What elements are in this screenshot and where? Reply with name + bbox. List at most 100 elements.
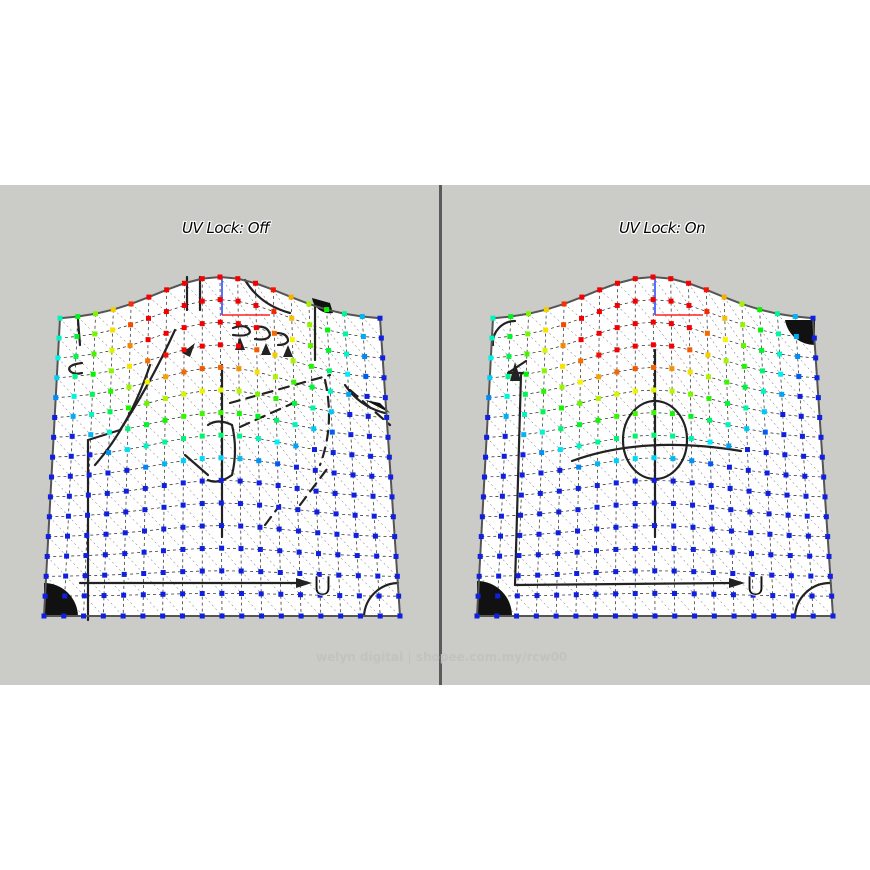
mesh-vertex: [830, 613, 836, 619]
mesh-vertex: [652, 590, 658, 596]
texture-arrowhead: [296, 578, 312, 588]
mesh-vertex: [488, 355, 494, 361]
mesh-vertex: [362, 353, 368, 359]
mesh-vertex: [271, 309, 277, 315]
mesh-vertex: [522, 412, 528, 418]
mesh-diagonal: [506, 396, 525, 415]
mesh-vertex: [668, 321, 674, 327]
mesh-diagonal: [528, 313, 546, 331]
mesh-vertex: [334, 531, 340, 537]
mesh-vertex: [143, 443, 149, 449]
mesh-vertex: [669, 343, 675, 349]
mesh-diagonal: [71, 456, 90, 476]
mesh-vertex: [307, 343, 313, 349]
mesh-vertex: [498, 513, 504, 519]
mesh-diagonal: [542, 431, 561, 450]
mesh-vertex: [555, 551, 561, 557]
mesh-vertex: [311, 447, 317, 453]
mesh-vertex: [613, 458, 619, 464]
mesh-vertex: [808, 573, 814, 579]
mesh-diagonal: [524, 414, 543, 433]
mesh-vertex: [255, 391, 261, 397]
mesh-vertex: [161, 483, 167, 489]
mesh-edge: [723, 297, 735, 617]
mesh-vertex: [595, 396, 601, 402]
mesh-vertex: [257, 524, 263, 530]
mesh-vertex: [762, 429, 768, 435]
mesh-vertex: [489, 335, 495, 341]
mesh-diagonal: [522, 454, 542, 474]
mesh-vertex: [815, 395, 821, 401]
mesh-vertex: [597, 287, 603, 293]
mesh-vertex: [276, 504, 282, 510]
mesh-diagonal: [653, 322, 672, 347]
mesh-vertex: [810, 315, 816, 321]
mesh-vertex: [92, 331, 98, 337]
mesh-diagonal: [258, 438, 278, 464]
mesh-diagonal: [164, 441, 184, 461]
mesh-diagonal: [580, 381, 599, 399]
mesh-vertex: [54, 375, 60, 381]
mesh-diagonal: [293, 381, 314, 409]
viewport-panel-uv-lock-on[interactable]: UV Lock: On: [442, 185, 870, 685]
mesh-diagonal: [130, 303, 149, 319]
mesh-vertex: [51, 434, 57, 440]
mesh-diagonal: [107, 472, 127, 492]
mesh-vertex: [540, 409, 546, 415]
mesh-vertex: [721, 294, 727, 300]
mesh-vertex: [711, 613, 717, 619]
mesh-vertex: [765, 490, 771, 496]
mesh-diagonal: [221, 502, 241, 527]
mesh-vertex: [346, 391, 352, 397]
mesh-vertex: [687, 369, 693, 375]
mesh-vertex: [164, 287, 170, 293]
mesh-diagonal: [275, 398, 296, 425]
mesh-vertex: [671, 568, 677, 574]
mesh-vertex: [102, 572, 108, 578]
mesh-diagonal: [747, 449, 768, 474]
mesh-vertex: [771, 613, 777, 619]
mesh-vertex: [614, 347, 620, 353]
mesh-vertex: [124, 467, 130, 473]
mesh-diagonal: [540, 493, 559, 513]
mesh-edge: [705, 289, 715, 617]
mesh-vertex: [256, 458, 262, 464]
mesh-diagonal: [92, 394, 111, 412]
mesh-diagonal: [504, 436, 524, 455]
panel-title: UV Lock: On: [619, 219, 706, 237]
mesh-diagonal: [489, 377, 508, 397]
mesh-diagonal: [505, 416, 524, 435]
mesh-diagonal: [238, 368, 258, 395]
panel-divider[interactable]: [439, 185, 442, 685]
mesh-diagonal: [672, 458, 693, 484]
mesh-diagonal: [581, 318, 600, 334]
mesh-vertex: [632, 343, 638, 349]
mesh-vertex: [255, 413, 261, 419]
mesh-vertex: [740, 343, 746, 349]
mesh-diagonal: [730, 509, 751, 533]
mesh-vertex: [827, 573, 833, 579]
mesh-vertex: [534, 593, 540, 599]
mesh-vertex: [559, 384, 565, 390]
mesh-vertex: [85, 512, 91, 518]
mesh-diagonal: [95, 313, 113, 331]
mesh-diagonal: [127, 449, 146, 468]
mesh-diagonal: [73, 396, 92, 415]
mesh-vertex: [275, 483, 281, 489]
mesh-diagonal: [295, 445, 316, 471]
mesh-vertex: [87, 452, 93, 458]
viewport-panel-uv-lock-off[interactable]: UV Lock: Off: [0, 185, 439, 685]
mesh-vertex: [48, 474, 54, 480]
mesh-vertex: [378, 335, 384, 341]
mesh-vertex: [748, 551, 754, 557]
mesh-vertex: [810, 613, 816, 619]
mesh-vertex: [481, 474, 487, 480]
mesh-vertex: [81, 593, 87, 599]
mesh-vertex: [652, 545, 658, 551]
mesh-diagonal: [708, 398, 729, 425]
mesh-vertex: [162, 396, 168, 402]
mesh-diagonal: [164, 420, 184, 439]
mesh-diagonal: [238, 323, 257, 350]
mesh-diagonal: [541, 452, 561, 471]
mesh-vertex: [44, 553, 50, 559]
